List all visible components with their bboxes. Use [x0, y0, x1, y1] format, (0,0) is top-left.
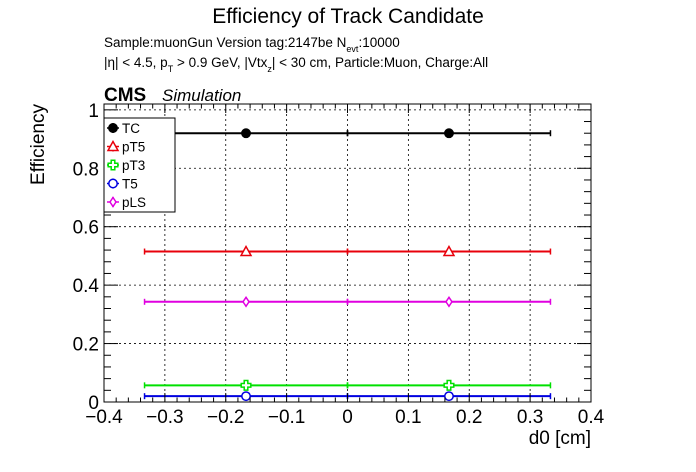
subtitle-line-1-subscript: evt: [346, 44, 359, 54]
subtitle-line-2-part-5: | < 30 cm, Particle:Muon, Charge:All: [272, 55, 488, 70]
data-point: [445, 295, 453, 308]
series-layer: [143, 128, 552, 402]
series-t5: [143, 391, 552, 402]
legend-entry-pt5: pT5: [106, 139, 145, 155]
series-pt3: [143, 379, 552, 391]
legend-marker: [107, 159, 119, 171]
x-tick-label: 0.2: [456, 407, 482, 428]
subtitle-line-2: |η| < 4.5, pT > 0.9 GeV, |Vtxz| < 30 cm,…: [104, 55, 488, 74]
x-tick-label: −0.2: [207, 407, 245, 428]
subtitle-line-2-part-2: T: [168, 64, 174, 74]
x-tick-label: −0.4: [85, 407, 123, 428]
y-tick-label: 1: [88, 101, 99, 122]
cms-sublabel: Simulation: [162, 86, 241, 105]
legend-entry-t5: T5: [107, 177, 138, 192]
legend-label: pLS: [122, 195, 146, 210]
axes: −0.4 −0.3 −0.2 −0.1 0 0.1 0.2 0.3 0.4 0 0.2 0.4 0.6 0…: [73, 101, 605, 428]
data-point: [443, 379, 455, 391]
series-pt5: [143, 244, 552, 257]
legend-label: T5: [122, 177, 138, 192]
y-tick-label: 0.4: [73, 276, 100, 297]
legend-label: pT5: [122, 140, 145, 155]
x-tick-label: 0: [342, 407, 353, 428]
grid: [104, 104, 591, 402]
data-point: [242, 295, 250, 308]
x-tick-label: 0.1: [395, 407, 421, 428]
x-tick-label: 0.3: [517, 407, 543, 428]
legend-label: TC: [122, 121, 140, 136]
data-point: [444, 391, 454, 402]
subtitle-line-2-part-1: |η| < 4.5, p: [104, 55, 168, 70]
data-point: [444, 128, 454, 139]
x-tick-label: 0.4: [578, 407, 605, 428]
y-tick-label: 0.2: [73, 335, 99, 356]
legend-marker: [109, 196, 117, 208]
subtitle-line-1: Sample:muonGun Version tag:2147be Nevt:1…: [104, 35, 400, 54]
chart-title: Efficiency of Track Candidate: [212, 5, 484, 28]
data-point: [241, 128, 251, 139]
data-point: [240, 379, 252, 391]
y-axis-label: Efficiency: [28, 104, 49, 185]
legend-entry-pls: pLS: [107, 195, 146, 210]
legend-entry-pt3: pT3: [107, 158, 145, 173]
x-axis-label: d0 [cm]: [529, 428, 591, 449]
subtitle-line-2-part-3: > 0.9 GeV, |Vtx: [173, 55, 267, 70]
subtitle-line-2-part-4: z: [267, 64, 272, 74]
x-tick-label: −0.1: [268, 407, 306, 428]
subtitle-line-1-suffix: :10000: [358, 35, 399, 50]
x-tick-label: −0.3: [146, 407, 184, 428]
legend-entry-tc: TC: [107, 121, 140, 136]
legend-marker: [106, 139, 120, 152]
data-point: [442, 244, 456, 257]
series-pls: [143, 295, 552, 308]
data-point: [241, 391, 251, 402]
legend-marker: [108, 123, 118, 133]
y-tick-label: 0: [88, 393, 99, 414]
legend: TC pT5 pT3 T5 pLS: [103, 117, 176, 213]
cms-label: CMS: [104, 85, 146, 106]
legend-marker: [108, 178, 118, 189]
subtitle-line-1-prefix: Sample:muonGun Version tag:2147be N: [104, 35, 346, 50]
legend-label: pT3: [122, 158, 145, 173]
data-point: [239, 244, 253, 257]
series-tc: [143, 128, 552, 139]
y-tick-label: 0.8: [73, 159, 99, 180]
y-tick-label: 0.6: [73, 218, 99, 239]
